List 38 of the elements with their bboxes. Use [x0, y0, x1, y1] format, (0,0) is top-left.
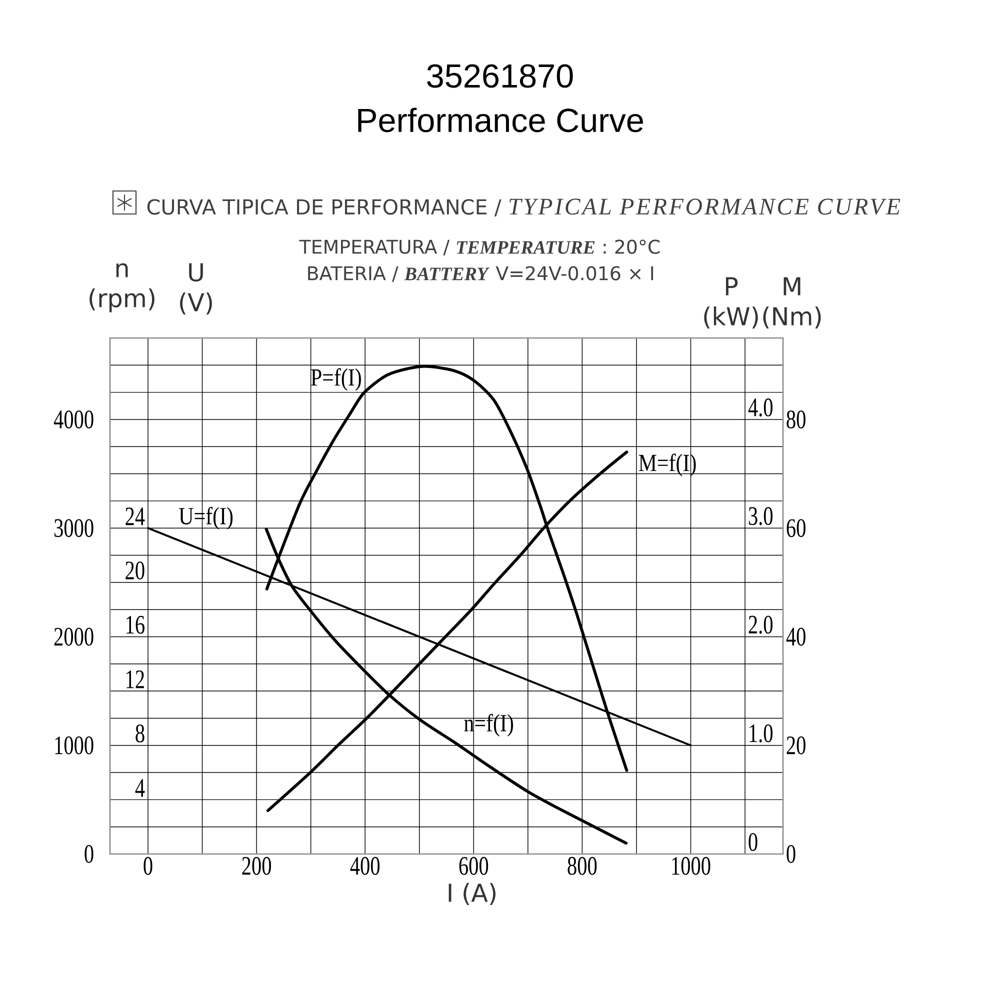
- y2-tick-label: 3.0: [748, 507, 773, 526]
- x-tick-label: 200: [242, 856, 271, 875]
- y-tick-label: 80: [786, 410, 806, 428]
- y-tick-label: 40: [786, 628, 806, 646]
- y-tick-label: 20: [786, 736, 806, 754]
- x-tick-label: 600: [459, 856, 488, 875]
- x-tick-label: 400: [350, 856, 380, 875]
- y3-tick-label: 24: [126, 508, 145, 526]
- y-axis-title: n (rpm): [90, 263, 154, 312]
- y-tick-label: 60: [786, 519, 806, 538]
- y3-axis-title: U (V): [180, 263, 212, 315]
- y-tick-label: 0: [84, 845, 94, 863]
- y2-tick-label: 1.0: [750, 724, 773, 742]
- series-label: P=f(I): [311, 368, 361, 391]
- text: TEMPERATURA / TEMPERATURE : 20°C: [299, 240, 660, 256]
- y3-tick-label: 12: [126, 670, 144, 688]
- x-tick-label: 1000: [672, 856, 710, 875]
- y3-tick-label: 4: [135, 779, 145, 797]
- chart-subtitle: Performance Curve: [358, 108, 643, 132]
- y-tick-label: 0: [786, 845, 796, 863]
- y-tick-label: 4000: [54, 410, 94, 428]
- y-tick-label: 2000: [54, 628, 94, 646]
- y-tick-label: 3000: [54, 519, 94, 538]
- x-tick-label: 0: [144, 856, 152, 875]
- chart-title: 35261870: [427, 64, 573, 88]
- y-axis-title: M (Nm): [763, 277, 821, 329]
- y2-tick-label: 0: [748, 833, 758, 852]
- y2-axis-title: P (kW): [704, 277, 758, 329]
- text: BATERIA / BATTERY V=24V-0.016 × I: [308, 266, 654, 282]
- y3-tick-label: 16: [126, 616, 144, 634]
- y2-tick-label: 2.0: [748, 616, 773, 634]
- y3-tick-label: 20: [126, 561, 144, 580]
- x-axis-title: I (A): [448, 883, 496, 905]
- y-tick-label: 1000: [55, 736, 94, 754]
- y3-tick-label: 8: [136, 724, 144, 742]
- x-tick-label: 800: [568, 856, 597, 875]
- y2-tick-label: 4.0: [748, 398, 773, 417]
- text: CURVA TIPICA DE PERFORMANCE / TYPICAL PERFORMANCE CURVE: [147, 198, 900, 216]
